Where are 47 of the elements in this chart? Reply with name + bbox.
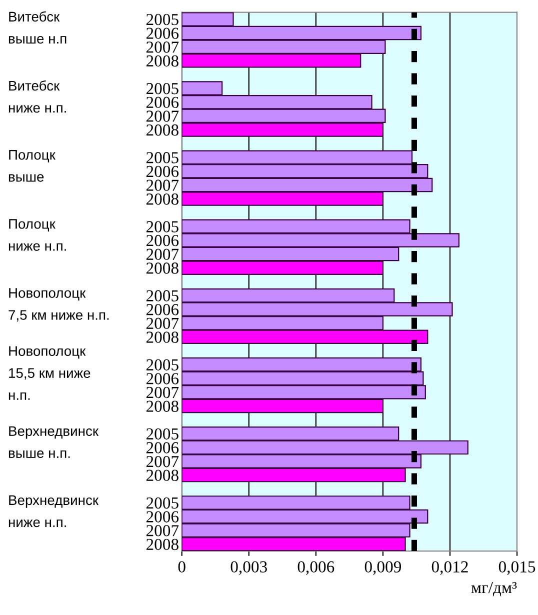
x-axis-title: мг/дм³ — [471, 582, 517, 596]
text: Новополоцк 7,5 км ниже н.п. — [8, 288, 109, 322]
y-tick-label: 2007 — [146, 180, 179, 191]
y-tick-label: 2005 — [146, 82, 178, 94]
y-tick-label: 2005 — [146, 221, 178, 232]
y-tick-label: 2008 — [146, 55, 178, 67]
text: Витебск ниже н.п. — [8, 80, 66, 113]
y-tick-label: 2005 — [146, 359, 178, 370]
y-tick-label: 2007 — [146, 110, 179, 122]
y-tick-label: 2007 — [146, 42, 179, 53]
y-tick-label: 2006 — [146, 166, 179, 178]
text: Витебск выше н.п — [8, 11, 66, 44]
y-tick-label: 2008 — [146, 538, 178, 550]
y-tick-label: 2005 — [146, 497, 178, 509]
x-tick-label: 0,006 — [298, 561, 334, 575]
x-tick-label: 0,003 — [230, 561, 267, 575]
x-tick-label: 0,015 — [498, 561, 536, 575]
y-tick-label: 2006 — [146, 373, 179, 384]
y-tick-label: 2008 — [146, 193, 178, 205]
text: Новополоцк 15,5 км ниже н.п. — [8, 346, 90, 400]
y-tick-label: 2008 — [146, 400, 178, 412]
x-tick-label: 0,009 — [364, 561, 402, 575]
y-tick-label: 2006 — [146, 304, 179, 316]
y-tick-label: 2005 — [146, 290, 178, 302]
text: Верхнедвинск ниже н.п. — [8, 495, 99, 528]
y-tick-label: 2005 — [146, 14, 178, 26]
x-tick-label: 0,012 — [432, 561, 468, 575]
y-tick-label: 2008 — [146, 470, 178, 482]
y-tick-label: 2006 — [146, 96, 179, 108]
y-tick-label: 2006 — [146, 28, 179, 39]
y-tick-label: 2008 — [146, 262, 178, 274]
y-tick-label: 2006 — [146, 442, 179, 454]
x-tick-label: 0 — [178, 561, 186, 572]
y-tick-label: 2008 — [146, 332, 178, 343]
y-tick-label: 2005 — [146, 152, 178, 164]
y-tick-label: 2006 — [146, 234, 179, 246]
y-tick-label: 2005 — [146, 428, 178, 440]
y-tick-label: 2007 — [146, 248, 179, 260]
text: Полоцк выше — [8, 150, 56, 182]
y-tick-label: 2007 — [146, 386, 179, 398]
text: Полоцк ниже н.п. — [8, 219, 66, 251]
y-tick-label: 2007 — [146, 525, 179, 536]
text: Верхнедвинск выше н.п. — [8, 426, 99, 458]
y-tick-label: 2007 — [146, 318, 179, 330]
y-tick-label: 2007 — [146, 456, 179, 468]
y-tick-label: 2008 — [146, 124, 178, 136]
y-tick-label: 2006 — [146, 511, 179, 522]
